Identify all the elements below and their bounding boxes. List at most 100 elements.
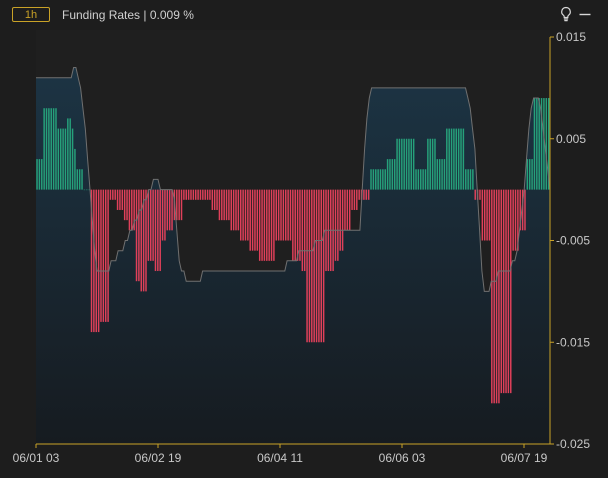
- funding-bar: [147, 189, 150, 261]
- y-tick-label: -0.015: [556, 335, 590, 349]
- funding-bar: [313, 189, 315, 343]
- funding-bar: [436, 159, 439, 190]
- funding-bar: [467, 169, 469, 190]
- funding-bar: [408, 138, 410, 190]
- lightbulb-icon[interactable]: [559, 6, 573, 22]
- funding-bar: [358, 189, 360, 200]
- rate-area: [36, 67, 550, 444]
- funding-bar: [301, 189, 304, 272]
- funding-bar: [285, 189, 287, 241]
- funding-bar: [450, 128, 453, 190]
- funding-bar: [351, 189, 353, 210]
- funding-bar: [337, 189, 339, 261]
- funding-bar: [495, 189, 498, 404]
- funding-bar: [401, 138, 403, 190]
- funding-bar: [289, 189, 292, 241]
- funding-bar: [318, 189, 320, 343]
- funding-bar: [431, 138, 434, 190]
- funding-bar: [107, 189, 109, 322]
- funding-bar: [190, 189, 192, 200]
- funding-bar: [346, 189, 349, 231]
- funding-bar: [438, 159, 441, 190]
- funding-bar: [251, 189, 254, 251]
- funding-bar: [154, 189, 157, 272]
- funding-bar: [261, 189, 263, 261]
- funding-bar: [187, 189, 190, 200]
- funding-bar: [116, 189, 119, 210]
- funding-bar: [97, 189, 100, 333]
- funding-bar: [225, 189, 228, 221]
- funding-bar: [121, 189, 124, 210]
- funding-bar: [547, 98, 550, 190]
- funding-bar: [230, 189, 232, 231]
- funding-bar: [287, 189, 289, 241]
- funding-bar: [83, 189, 86, 191]
- funding-bar: [429, 138, 431, 190]
- chart-title: Funding Rates | 0.009 %: [62, 8, 194, 22]
- minimize-icon[interactable]: [578, 6, 592, 22]
- x-tick-label: 06/01 03: [13, 451, 60, 465]
- funding-bar: [391, 159, 394, 190]
- funding-bar: [410, 138, 413, 190]
- funding-bar: [213, 189, 216, 210]
- funding-bar: [519, 189, 521, 231]
- funding-bar: [403, 138, 405, 190]
- funding-bar: [483, 189, 486, 241]
- funding-bar: [171, 189, 173, 231]
- funding-bar: [448, 128, 450, 190]
- funding-bar: [242, 189, 244, 241]
- funding-bar: [311, 189, 313, 343]
- funding-bar: [531, 159, 533, 190]
- funding-bar: [292, 189, 294, 261]
- funding-bar: [67, 118, 69, 190]
- funding-bar: [341, 189, 344, 251]
- funding-bar: [232, 189, 235, 231]
- funding-bar: [363, 189, 365, 200]
- funding-bar: [393, 159, 396, 190]
- funding-bar: [41, 159, 43, 190]
- funding-bar: [417, 169, 420, 190]
- funding-bar: [131, 189, 133, 231]
- funding-bar: [372, 169, 375, 190]
- funding-bar: [488, 189, 491, 241]
- funding-bar: [256, 189, 259, 251]
- funding-bar: [389, 159, 391, 190]
- funding-bar: [104, 189, 107, 322]
- funding-bar: [50, 108, 52, 190]
- x-tick-label: 06/04 11: [257, 451, 303, 465]
- funding-bar: [273, 189, 275, 261]
- funding-bar: [460, 128, 462, 190]
- funding-bar: [195, 189, 197, 200]
- funding-bar: [502, 189, 505, 394]
- interval-button[interactable]: 1h: [12, 7, 50, 22]
- funding-bar: [367, 189, 370, 200]
- funding-bar: [140, 189, 142, 292]
- funding-bar: [157, 189, 159, 272]
- funding-bar: [221, 189, 223, 221]
- funding-bar: [114, 189, 116, 200]
- funding-bar: [244, 189, 247, 241]
- funding-bar: [481, 189, 484, 241]
- funding-bar: [294, 189, 296, 261]
- funding-bar: [375, 169, 377, 190]
- funding-bar: [211, 189, 214, 210]
- y-tick-label: -0.025: [556, 437, 590, 451]
- funding-bar: [526, 159, 529, 190]
- funding-bar: [270, 189, 273, 261]
- funding-bar: [412, 138, 415, 190]
- funding-bar: [178, 189, 180, 221]
- funding-bar: [183, 189, 185, 200]
- funding-bar: [36, 159, 38, 190]
- funding-bar: [524, 189, 526, 231]
- funding-bar: [254, 189, 256, 251]
- funding-bar: [223, 189, 225, 221]
- funding-bar: [424, 169, 427, 190]
- funding-bar: [441, 159, 443, 190]
- funding-bar: [69, 118, 71, 190]
- funding-bar: [109, 189, 112, 200]
- funding-bar: [237, 189, 240, 231]
- funding-bar: [396, 138, 398, 190]
- funding-bar: [505, 189, 507, 394]
- funding-bar: [76, 169, 79, 190]
